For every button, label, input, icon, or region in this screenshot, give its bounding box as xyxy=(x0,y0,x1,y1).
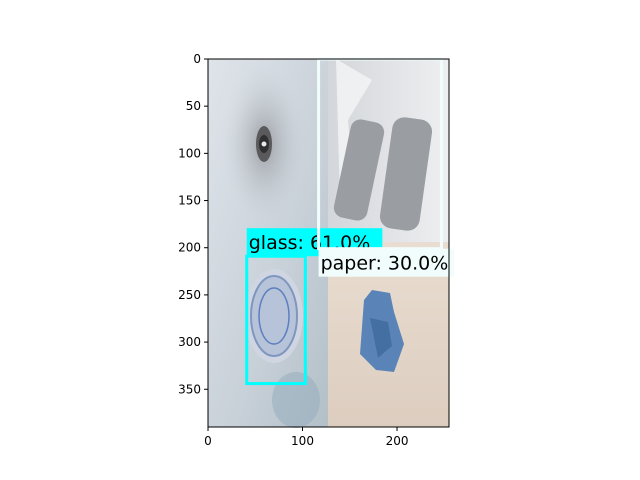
y-tick-label: 300 xyxy=(178,335,201,349)
y-tick-label: 200 xyxy=(178,241,201,255)
y-axis: 0 50 100 150 200 250 300 350 xyxy=(178,52,208,396)
axes-frame xyxy=(207,58,450,428)
y-tick-label: 350 xyxy=(178,382,201,396)
y-tick-label: 50 xyxy=(186,99,201,113)
photo-image xyxy=(208,59,449,428)
y-tick-label: 150 xyxy=(178,194,201,208)
y-tick-label: 0 xyxy=(193,52,201,66)
y-tick-label: 250 xyxy=(178,288,201,302)
x-tick-label: 200 xyxy=(386,434,409,448)
detection-label-bg-paper xyxy=(318,248,455,277)
detection-label-paper: paper: 30.0% xyxy=(321,253,449,275)
y-tick-label: 100 xyxy=(178,146,201,160)
x-tick-label: 100 xyxy=(291,434,314,448)
detections-layer: glass: 61.0% paper: 30.0% xyxy=(245,57,455,386)
x-tick-label: 0 xyxy=(204,434,212,448)
x-axis: 0 100 200 xyxy=(204,427,408,448)
